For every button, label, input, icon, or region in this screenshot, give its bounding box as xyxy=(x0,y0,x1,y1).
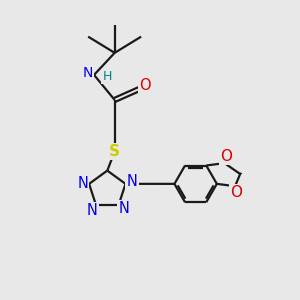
Text: O: O xyxy=(220,149,232,164)
Text: N: N xyxy=(127,174,137,189)
Text: N: N xyxy=(87,203,98,218)
Text: O: O xyxy=(139,78,151,93)
Text: H: H xyxy=(102,70,112,83)
Text: O: O xyxy=(231,185,243,200)
Text: N: N xyxy=(77,176,88,191)
Text: N: N xyxy=(82,66,93,80)
Text: N: N xyxy=(118,201,129,216)
Text: S: S xyxy=(109,144,120,159)
